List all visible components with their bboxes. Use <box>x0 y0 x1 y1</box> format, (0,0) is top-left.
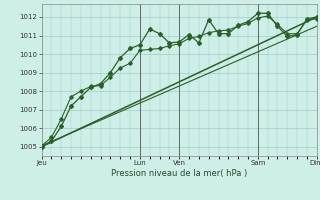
X-axis label: Pression niveau de la mer( hPa ): Pression niveau de la mer( hPa ) <box>111 169 247 178</box>
